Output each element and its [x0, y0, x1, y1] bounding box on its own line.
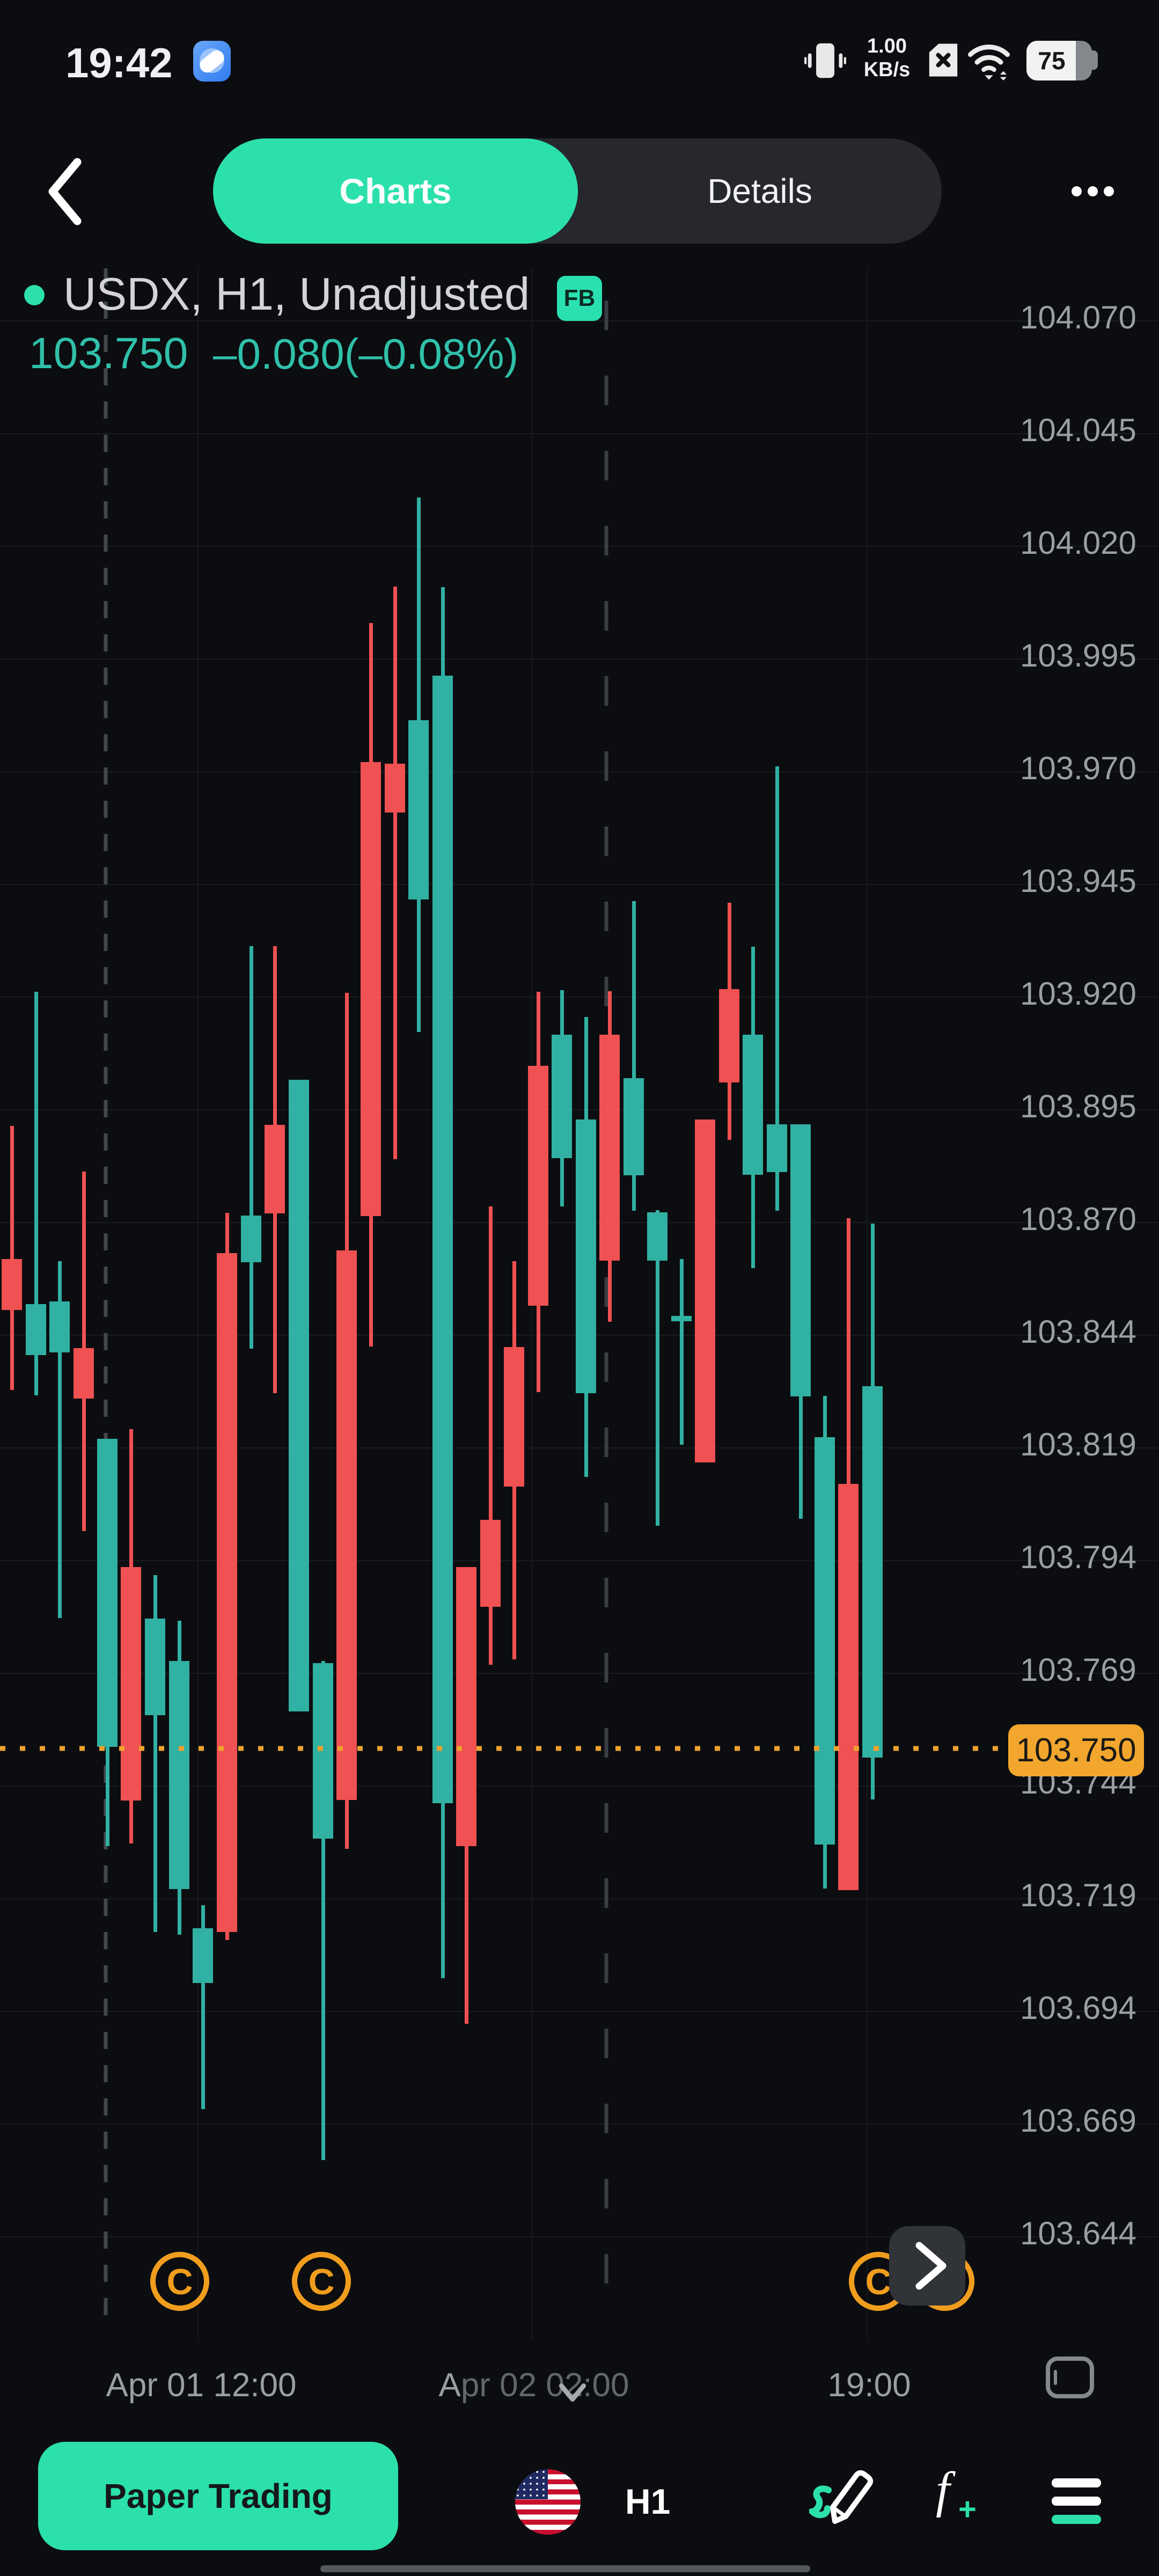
svg-text:C: C: [308, 2262, 334, 2302]
svg-text:C: C: [166, 2262, 193, 2302]
svg-text:C: C: [865, 2262, 891, 2302]
